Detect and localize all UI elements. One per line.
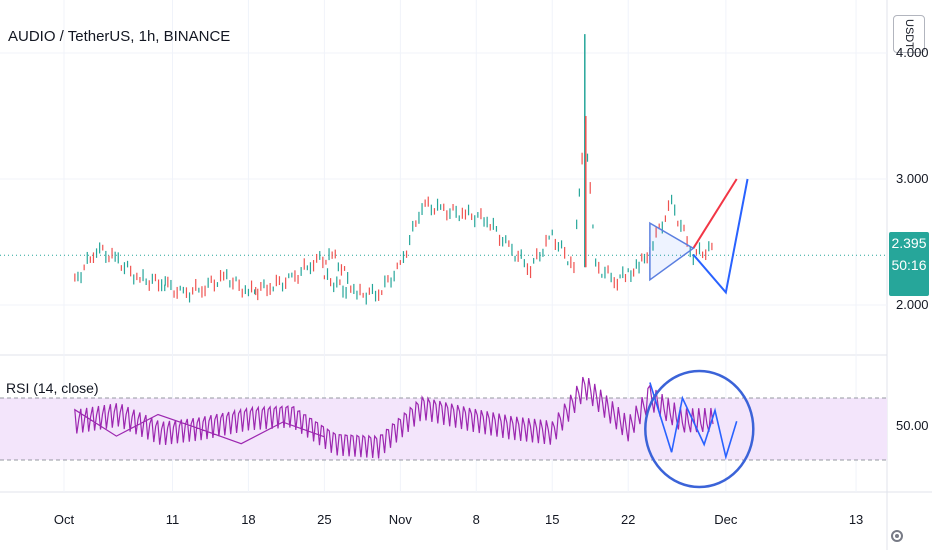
time-axis-tick: 18 [241, 512, 256, 527]
time-axis-tick: Oct [53, 512, 75, 527]
price-axis-tick: 2.000 [896, 297, 929, 312]
red-projection-line [692, 178, 738, 249]
current-price: 2.395 [891, 235, 927, 251]
rsi-circle-annotation [644, 369, 755, 489]
blue-projection-line [692, 178, 749, 295]
bar-countdown: 50:16 [891, 257, 927, 273]
annotations [649, 178, 749, 295]
time-axis-tick: 13 [848, 512, 864, 527]
triangle-pattern [649, 221, 695, 282]
rsi-line [74, 376, 714, 459]
rsi-band [0, 397, 887, 461]
time-axis-tick: 11 [165, 512, 180, 527]
rsi-indicator-label[interactable]: RSI (14, close) [6, 380, 99, 396]
currency-button[interactable]: USDT [893, 15, 925, 53]
time-axis-tick: 25 [317, 512, 332, 527]
rsi-series [74, 376, 738, 460]
rsi-annotation-circle [644, 369, 755, 489]
rsi-zigzag-annotation [649, 382, 738, 460]
time-axis-tick: 22 [620, 512, 636, 527]
price-series [74, 34, 713, 305]
symbol-title[interactable]: AUDIO / TetherUS, 1h, BINANCE [8, 28, 231, 45]
rsi-overbought-oversold-band [0, 398, 887, 460]
price-axis-tick: 3.000 [896, 171, 929, 186]
time-axis-tick: Dec [714, 512, 738, 527]
time-axis-tick: 8 [472, 512, 480, 527]
gear-icon[interactable] [889, 528, 905, 544]
time-axis-tick: 15 [545, 512, 560, 527]
price-axis-tick: 4.000 [896, 45, 929, 60]
rsi-axis-tick: 50.00 [896, 418, 929, 433]
price-badge: 2.395 50:16 [889, 232, 929, 296]
time-axis-tick: Nov [388, 512, 412, 527]
